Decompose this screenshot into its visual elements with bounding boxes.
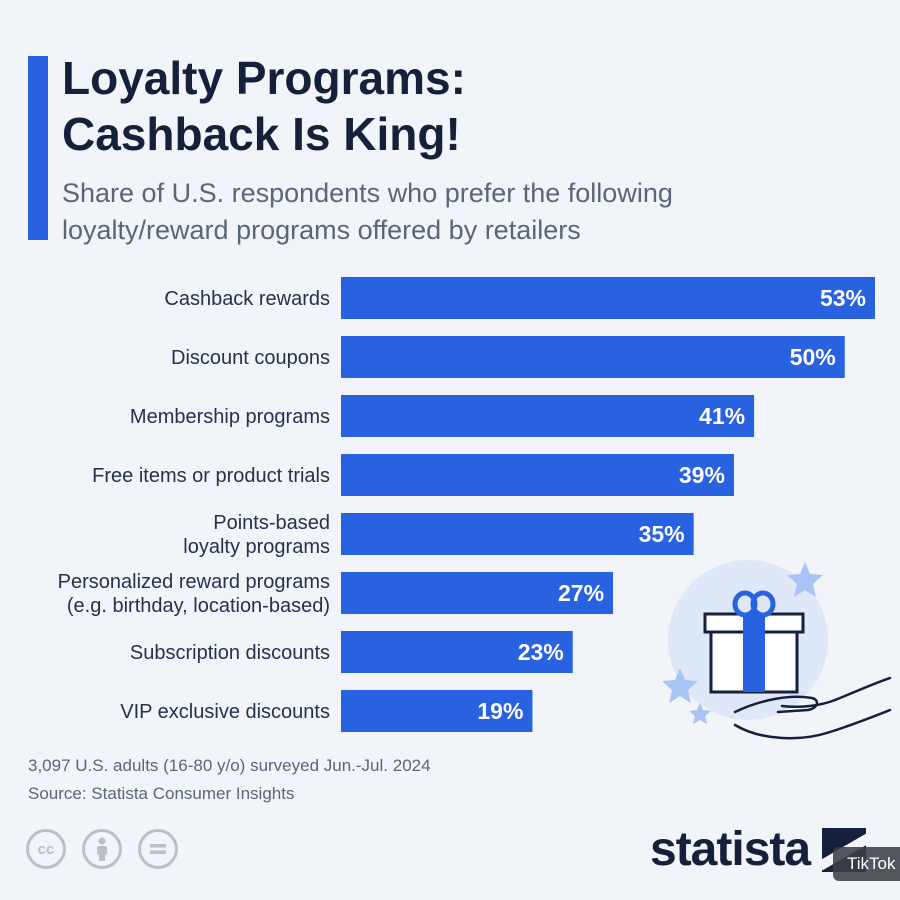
category-label: (e.g. birthday, location-based): [67, 595, 330, 617]
category-label: Membership programs: [130, 406, 330, 428]
subtitle-line-1: Share of U.S. respondents who prefer the…: [62, 178, 673, 208]
chart-title: Loyalty Programs: Cashback Is King!: [62, 50, 862, 162]
gift-box-icon: [703, 590, 805, 694]
bar: [341, 336, 845, 378]
bar: [341, 631, 573, 673]
category-label: Discount coupons: [171, 347, 330, 369]
footnote: 3,097 U.S. adults (16-80 y/o) surveyed J…: [28, 752, 431, 808]
bar: [341, 395, 755, 437]
bar: [341, 513, 694, 555]
data-label: 35%: [639, 521, 685, 547]
survey-note: 3,097 U.S. adults (16-80 y/o) surveyed J…: [28, 756, 431, 775]
subtitle-line-2: loyalty/reward programs offered by retai…: [62, 215, 581, 245]
title-line-1: Loyalty Programs:: [62, 52, 466, 104]
category-label: Cashback rewards: [164, 288, 330, 310]
license-icons: cc: [26, 829, 178, 869]
tiktok-watermark: TikTok: [833, 847, 900, 881]
cc-icon[interactable]: cc: [26, 829, 66, 869]
category-label: loyalty programs: [183, 536, 330, 558]
bar: [341, 572, 614, 614]
bar: [341, 454, 734, 496]
gift-illustration: [662, 560, 892, 740]
bar: [341, 277, 875, 319]
hand-icon: [733, 676, 892, 740]
attribution-icon[interactable]: [82, 829, 122, 869]
data-label: 53%: [820, 285, 866, 311]
data-label: 41%: [699, 403, 745, 429]
cc-text: cc: [37, 840, 55, 858]
data-label: 23%: [518, 639, 564, 665]
bar: [341, 690, 533, 732]
data-label: 27%: [558, 580, 604, 606]
star-icon: [689, 703, 711, 724]
star-icon: [787, 562, 823, 597]
star-icon: [662, 668, 698, 703]
no-derivatives-icon[interactable]: [138, 829, 178, 869]
category-label: VIP exclusive discounts: [120, 701, 330, 723]
data-label: 50%: [790, 344, 836, 370]
source-note: Source: Statista Consumer Insights: [28, 784, 295, 803]
data-label: 19%: [477, 698, 523, 724]
title-accent-bar: [28, 56, 48, 240]
chart-subtitle: Share of U.S. respondents who prefer the…: [62, 175, 822, 249]
category-label: Free items or product trials: [92, 465, 330, 487]
logo-wordmark: statista: [650, 823, 811, 876]
data-label: 39%: [679, 462, 725, 488]
title-line-2: Cashback Is King!: [62, 108, 461, 160]
category-label: Subscription discounts: [130, 642, 330, 664]
category-label: Personalized reward programs: [58, 571, 330, 593]
category-label: Points-based: [213, 512, 330, 534]
bar-chart: 53% Cashback rewards 50% Discount coupons 41…: [58, 277, 875, 732]
